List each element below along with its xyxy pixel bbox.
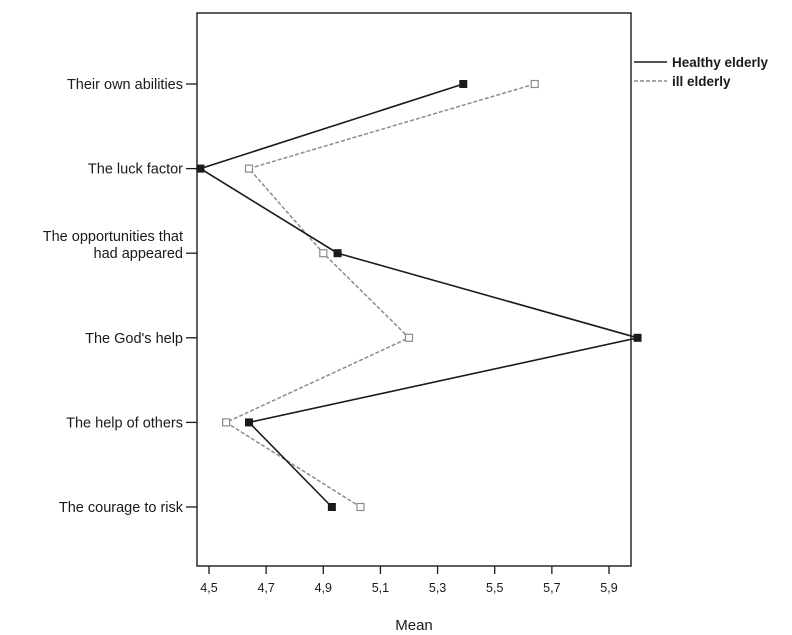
plot-frame	[196, 12, 632, 567]
x-tick-label: 5,1	[372, 581, 389, 595]
x-axis: 4,5 4,7 4,9 5,1 5,3 5,5 5,7 5,9	[200, 566, 618, 595]
data-point	[196, 164, 205, 173]
data-point	[633, 333, 642, 342]
category-label: The opportunities that	[43, 229, 183, 245]
series-line-healthy-elderly	[198, 83, 638, 508]
category-label: The help of others	[66, 415, 183, 431]
data-point	[459, 80, 468, 88]
category-label: had appeared	[94, 246, 184, 262]
data-point	[319, 249, 328, 258]
x-tick-label: 5,9	[600, 581, 617, 595]
x-tick-label: 5,7	[543, 581, 560, 595]
data-point	[327, 503, 336, 511]
legend-label: Healthy elderly	[672, 55, 769, 70]
x-tick-label: 4,5	[200, 581, 217, 595]
x-tick-label: 4,9	[315, 581, 332, 595]
x-tick-label: 4,7	[257, 581, 274, 595]
data-point	[333, 249, 342, 258]
category-label: Their own abilities	[67, 77, 183, 93]
data-point	[356, 502, 365, 512]
data-point	[530, 79, 539, 89]
data-point	[245, 418, 253, 427]
category-label: The God's help	[85, 331, 183, 347]
legend: Healthy elderly ill elderly	[634, 55, 769, 89]
x-axis-title: Mean	[395, 617, 433, 634]
data-point	[222, 418, 231, 427]
legend-label: ill elderly	[672, 74, 731, 89]
category-label: The courage to risk	[59, 500, 184, 516]
data-point	[244, 164, 254, 173]
x-tick-label: 5,3	[429, 581, 446, 595]
x-tick-label: 5,5	[486, 581, 503, 595]
data-point	[404, 333, 414, 342]
series-line-ill-elderly	[224, 83, 535, 508]
category-axis: Their own abilities The luck factor The op…	[43, 77, 197, 516]
category-label: The luck factor	[88, 162, 183, 178]
series-layer	[196, 79, 642, 512]
